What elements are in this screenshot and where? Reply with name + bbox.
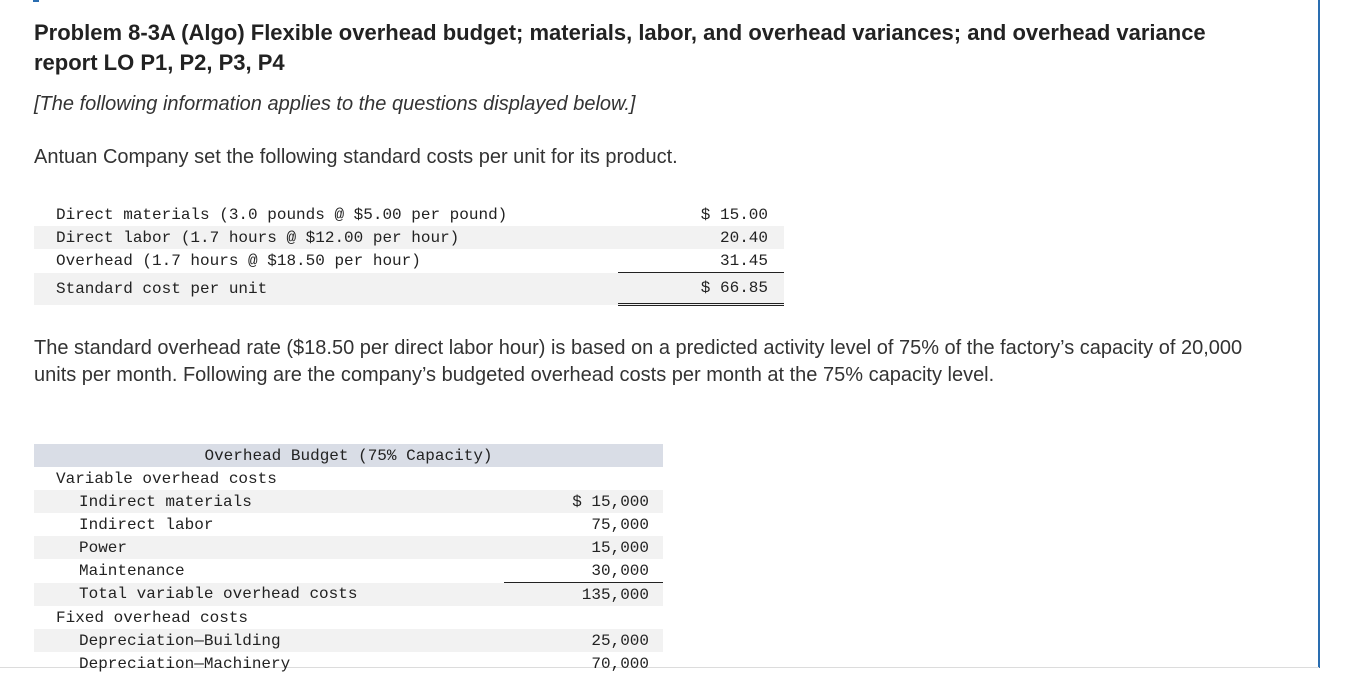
table-header-row: Overhead Budget (75% Capacity) [34,444,663,467]
overhead-rate-paragraph: The standard overhead rate ($18.50 per d… [34,337,1243,386]
table-row: Indirect materials $ 15,000 [34,490,663,513]
table-row: Power 15,000 [34,536,663,559]
bottom-divider [0,667,1319,668]
row-label: Direct labor (1.7 hours @ $12.00 per hou… [56,228,460,247]
row-label: Overhead (1.7 hours @ $18.50 per hour) [56,251,421,270]
overhead-budget-header: Overhead Budget (75% Capacity) [34,444,663,467]
total-label: Standard cost per unit [56,279,268,298]
subtotal-row: Total variable overhead costs 135,000 [34,582,663,606]
top-accent-bar [33,0,39,2]
table-row: Overhead (1.7 hours @ $18.50 per hour) 3… [34,249,784,273]
standard-cost-intro: Antuan Company set the following standar… [34,146,678,168]
right-border-rule [1318,0,1320,668]
row-label: Direct materials (3.0 pounds @ $5.00 per… [56,205,508,224]
table-row: Maintenance 30,000 [34,559,663,583]
section-heading-row: Fixed overhead costs [34,606,663,629]
section-heading-row: Variable overhead costs [34,467,663,490]
row-amount: 70,000 [591,654,649,673]
standard-cost-table: Direct materials (3.0 pounds @ $5.00 per… [34,203,784,306]
intro-note: [The following information applies to th… [34,93,636,115]
subtotal-label: Total variable overhead costs [79,585,358,604]
table-row: Depreciation—Building 25,000 [34,629,663,652]
table-row: Direct materials (3.0 pounds @ $5.00 per… [34,203,784,226]
row-amount: $ 15.00 [700,205,768,224]
table-row: Indirect labor 75,000 [34,513,663,536]
row-amount: 25,000 [591,631,649,650]
row-amount: 15,000 [591,538,649,557]
row-amount: 20.40 [719,228,768,247]
table-row: Direct labor (1.7 hours @ $12.00 per hou… [34,226,784,249]
total-amount: $ 66.85 [618,272,784,306]
row-amount: $ 15,000 [572,492,649,511]
problem-title: Problem 8-3A (Algo) Flexible overhead bu… [34,20,1206,75]
row-amount: 75,000 [591,515,649,534]
row-label: Depreciation—Machinery [79,654,291,673]
row-amount: 31.45 [618,249,784,273]
variable-heading: Variable overhead costs [56,469,277,488]
table-row: Depreciation—Machinery 70,000 [34,652,663,675]
overhead-budget-table: Overhead Budget (75% Capacity) Variable … [34,444,663,675]
row-label: Indirect labor [79,515,214,534]
row-label: Depreciation—Building [79,631,281,650]
row-label: Power [79,538,128,557]
row-label: Maintenance [79,561,185,580]
row-label: Indirect materials [79,492,252,511]
total-row: Standard cost per unit $ 66.85 [34,272,784,306]
row-amount: 30,000 [504,559,663,583]
subtotal-amount: 135,000 [581,585,649,604]
fixed-heading: Fixed overhead costs [56,608,249,627]
